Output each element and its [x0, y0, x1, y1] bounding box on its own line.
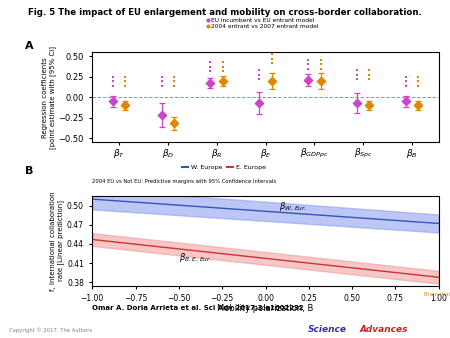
Point [317, 78, 324, 83]
Text: 2004 EU vs Not EU: Predictive margins with 95% Confidence Intervals: 2004 EU vs Not EU: Predictive margins wi… [92, 179, 276, 184]
Point [268, 56, 275, 61]
Point [304, 57, 311, 63]
X-axis label: Mobility polarization, B: Mobility polarization, B [217, 304, 314, 313]
Point [414, 79, 422, 84]
Point [366, 103, 373, 108]
Point [207, 81, 214, 86]
Point [256, 72, 263, 77]
Point [256, 68, 263, 73]
Text: A: A [25, 41, 33, 51]
Point [402, 99, 409, 104]
Point [353, 100, 360, 106]
Point [220, 59, 227, 65]
Point [171, 121, 178, 126]
Point [317, 57, 324, 63]
Text: Advances: Advances [360, 325, 409, 334]
Point [268, 78, 275, 83]
Y-axis label: f, International collaboration
rate [Linear prediction]: f, International collaboration rate [Lin… [50, 191, 64, 291]
Point [304, 66, 311, 71]
Point [220, 68, 227, 74]
Legend: W. Europe, E. Europe: W. Europe, E. Europe [182, 165, 266, 170]
Point [171, 74, 178, 79]
Point [256, 77, 263, 82]
Point [268, 60, 275, 66]
Text: Brain drain: Brain drain [424, 292, 450, 297]
Text: Fig. 5 The impact of EU enlargement and mobility on cross-border collaboration.: Fig. 5 The impact of EU enlargement and … [28, 8, 422, 18]
Point [414, 103, 422, 108]
Point [220, 64, 227, 69]
Point [402, 74, 409, 79]
Point [171, 83, 178, 89]
Point [366, 72, 373, 77]
Point [256, 100, 263, 106]
Point [414, 83, 422, 89]
Point [122, 74, 129, 79]
Point [207, 59, 214, 65]
Point [304, 62, 311, 67]
Point [158, 83, 165, 89]
Point [207, 68, 214, 74]
Point [122, 83, 129, 89]
Text: B: B [25, 166, 33, 176]
Point [366, 77, 373, 82]
Point [317, 66, 324, 71]
Point [414, 74, 422, 79]
Point [317, 62, 324, 67]
Point [353, 68, 360, 73]
Point [402, 79, 409, 84]
Point [268, 51, 275, 57]
Text: Omar A. Doria Arrieta et al. Sci Adv 2017;3:e1602232: Omar A. Doria Arrieta et al. Sci Adv 201… [92, 305, 304, 311]
Point [122, 79, 129, 84]
Point [220, 78, 227, 83]
Point [304, 77, 311, 83]
Legend: EU incumbent vs EU entrant model, 2004 entrant vs 2007 entrant model: EU incumbent vs EU entrant model, 2004 e… [206, 18, 318, 29]
Point [353, 77, 360, 82]
Point [207, 64, 214, 69]
Text: Copyright © 2017, The Authors: Copyright © 2017, The Authors [9, 327, 92, 333]
Text: $\beta_{B.E,\,Eur.}$: $\beta_{B.E,\,Eur.}$ [179, 251, 212, 264]
Text: $\beta_{W,\,Eur.}$: $\beta_{W,\,Eur.}$ [279, 200, 307, 213]
Point [158, 79, 165, 84]
Text: Science: Science [308, 325, 347, 334]
Point [109, 79, 117, 84]
Point [109, 74, 117, 79]
Point [122, 103, 129, 108]
Point [171, 79, 178, 84]
Point [109, 83, 117, 89]
Point [158, 74, 165, 79]
Y-axis label: Regression coefficients
[point estimate with [95% CI]: Regression coefficients [point estimate … [42, 46, 56, 149]
Point [158, 113, 165, 118]
Point [366, 68, 373, 73]
Point [109, 99, 117, 104]
Point [402, 83, 409, 89]
Point [353, 72, 360, 77]
